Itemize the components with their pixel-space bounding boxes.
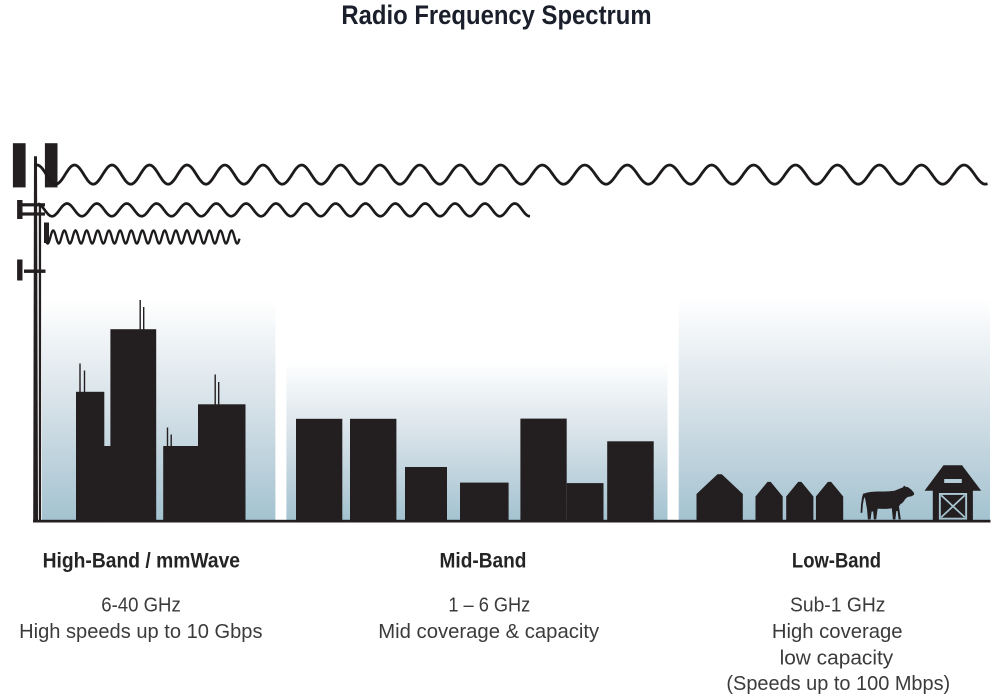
svg-text:High-Band / mmWave: High-Band / mmWave: [43, 550, 240, 573]
svg-text:Mid coverage & capacity: Mid coverage & capacity: [378, 621, 600, 643]
svg-text:High coverage: High coverage: [772, 621, 903, 643]
svg-text:Radio Frequency Spectrum: Radio Frequency Spectrum: [341, 0, 651, 30]
svg-text:1 – 6 GHz: 1 – 6 GHz: [448, 595, 530, 617]
svg-text:Sub-1 GHz: Sub-1 GHz: [790, 594, 886, 617]
svg-text:High speeds up to 10 Gbps: High speeds up to 10 Gbps: [19, 621, 262, 643]
svg-text:(Speeds up to 100 Mbps): (Speeds up to 100 Mbps): [726, 673, 950, 695]
svg-text:6-40 GHz: 6-40 GHz: [101, 594, 180, 617]
svg-text:Low-Band: Low-Band: [792, 549, 881, 573]
svg-text:Mid-Band: Mid-Band: [440, 550, 527, 573]
svg-text:low capacity: low capacity: [780, 647, 894, 670]
